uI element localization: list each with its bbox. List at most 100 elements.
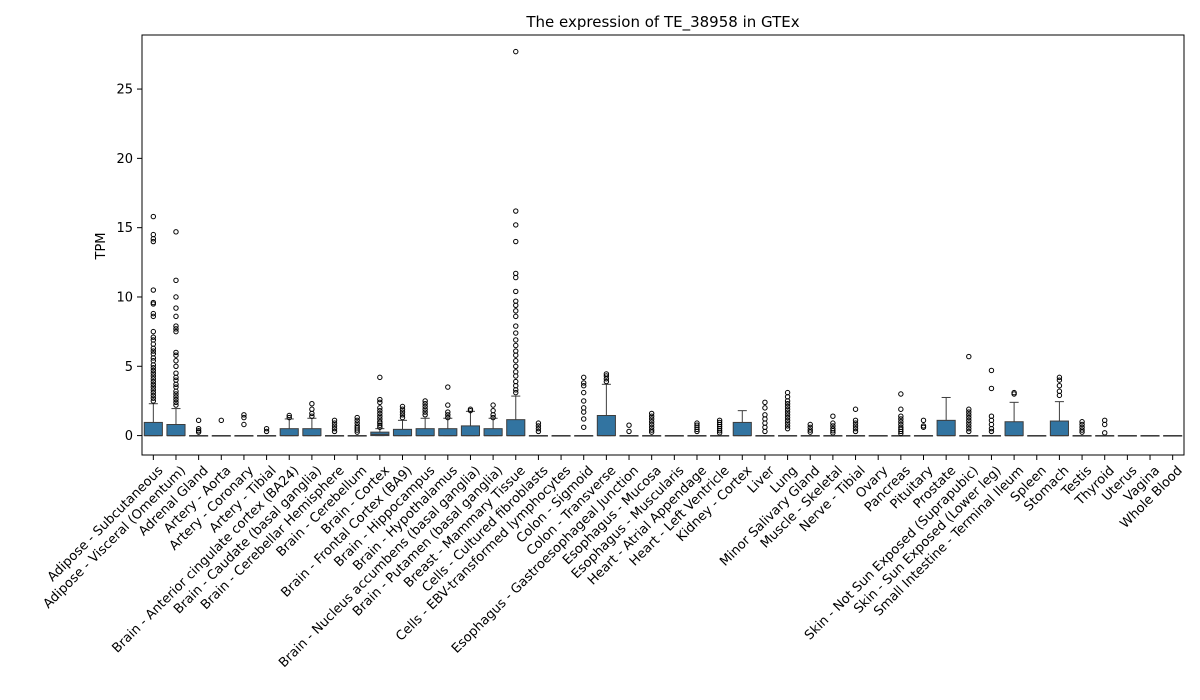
outlier-point	[581, 380, 587, 386]
outlier-point	[377, 374, 383, 381]
box-group	[551, 434, 571, 437]
outlier-point	[694, 426, 700, 433]
outlier-point	[241, 412, 247, 418]
plot-area	[143, 48, 1183, 437]
outlier-point	[1056, 382, 1063, 389]
box-group	[1140, 434, 1160, 437]
outlier-point	[513, 308, 519, 314]
outlier-point	[513, 389, 519, 396]
outlier-point	[195, 429, 202, 435]
box-group	[936, 396, 956, 437]
outlier-point	[490, 414, 496, 421]
box-group	[823, 413, 843, 437]
outlier-point	[399, 406, 406, 412]
outlier-point	[1079, 429, 1085, 435]
outlier-point	[1079, 421, 1085, 428]
outlier-point	[150, 392, 157, 399]
outlier-point	[603, 373, 610, 379]
outlier-point	[150, 301, 157, 307]
outlier-point	[150, 370, 157, 376]
outlier-point	[309, 401, 315, 407]
outlier-point	[195, 425, 202, 432]
outlier-point	[513, 208, 519, 214]
outlier-point	[966, 409, 972, 415]
outlier-point	[150, 389, 157, 396]
outlier-point	[694, 428, 700, 435]
outlier-point	[173, 388, 179, 394]
box-iqr	[279, 428, 299, 437]
outlier-point	[150, 213, 157, 220]
outlier-point	[830, 430, 836, 436]
outlier-point	[377, 413, 383, 419]
outlier-point	[898, 416, 904, 422]
box-iqr	[483, 428, 503, 437]
outlier-point	[852, 417, 859, 424]
outlier-point	[581, 374, 587, 381]
outlier-point	[920, 424, 927, 430]
outlier-point	[150, 313, 157, 320]
outlier-point	[422, 409, 428, 415]
outlier-point	[173, 394, 179, 400]
outlier-point	[1056, 377, 1063, 383]
outlier-point	[1056, 392, 1063, 399]
outlier-point	[966, 417, 972, 424]
box-iqr	[143, 421, 163, 437]
outlier-point	[377, 396, 383, 403]
outlier-point	[354, 429, 360, 435]
box-group	[347, 414, 367, 437]
outlier-point	[716, 428, 723, 434]
outlier-point	[399, 403, 406, 410]
outlier-point	[648, 416, 655, 422]
outlier-point	[173, 391, 179, 397]
outlier-point	[377, 424, 383, 430]
outlier-point	[513, 222, 519, 228]
outlier-point	[898, 406, 904, 412]
outlier-point	[966, 414, 972, 421]
outlier-point	[648, 427, 655, 433]
outlier-point	[331, 417, 338, 424]
outlier-point	[852, 420, 859, 426]
outlier-point	[399, 409, 406, 415]
outlier-point	[150, 376, 157, 382]
outlier-point	[445, 414, 451, 421]
outlier-point	[150, 348, 157, 354]
box-group	[596, 371, 616, 437]
box-group	[1004, 389, 1024, 437]
box-group	[619, 422, 639, 437]
outlier-point	[807, 429, 813, 435]
outlier-point	[445, 409, 451, 415]
axes-frame	[141, 34, 1185, 456]
outlier-point	[966, 428, 972, 435]
outlier-point	[852, 428, 859, 435]
outlier-point	[807, 427, 813, 433]
outlier-point	[377, 399, 383, 406]
outlier-point	[150, 381, 157, 388]
y-tick-label: 0	[125, 429, 133, 444]
outlier-point	[513, 342, 519, 349]
outlier-point	[513, 387, 519, 393]
box-group	[460, 406, 481, 437]
box-group	[755, 399, 775, 437]
outlier-point	[762, 428, 768, 435]
box-group	[732, 410, 752, 437]
outlier-point	[173, 229, 179, 235]
y-tick-label: 25	[116, 83, 133, 98]
outlier-point	[784, 398, 791, 404]
outlier-point	[513, 313, 519, 320]
outlier-point	[422, 398, 428, 404]
outlier-point	[513, 358, 519, 364]
outlier-point	[535, 420, 542, 426]
outlier-point	[150, 373, 157, 379]
outlier-point	[445, 402, 451, 408]
outlier-point	[513, 337, 519, 343]
box-iqr	[596, 414, 616, 437]
outlier-point	[377, 407, 383, 414]
box-group	[483, 402, 503, 437]
box-iqr	[1004, 421, 1024, 437]
box-group	[1049, 374, 1069, 437]
outlier-point	[966, 423, 972, 429]
outlier-point	[581, 382, 587, 389]
outlier-point	[966, 406, 972, 412]
outlier-point	[263, 428, 270, 435]
